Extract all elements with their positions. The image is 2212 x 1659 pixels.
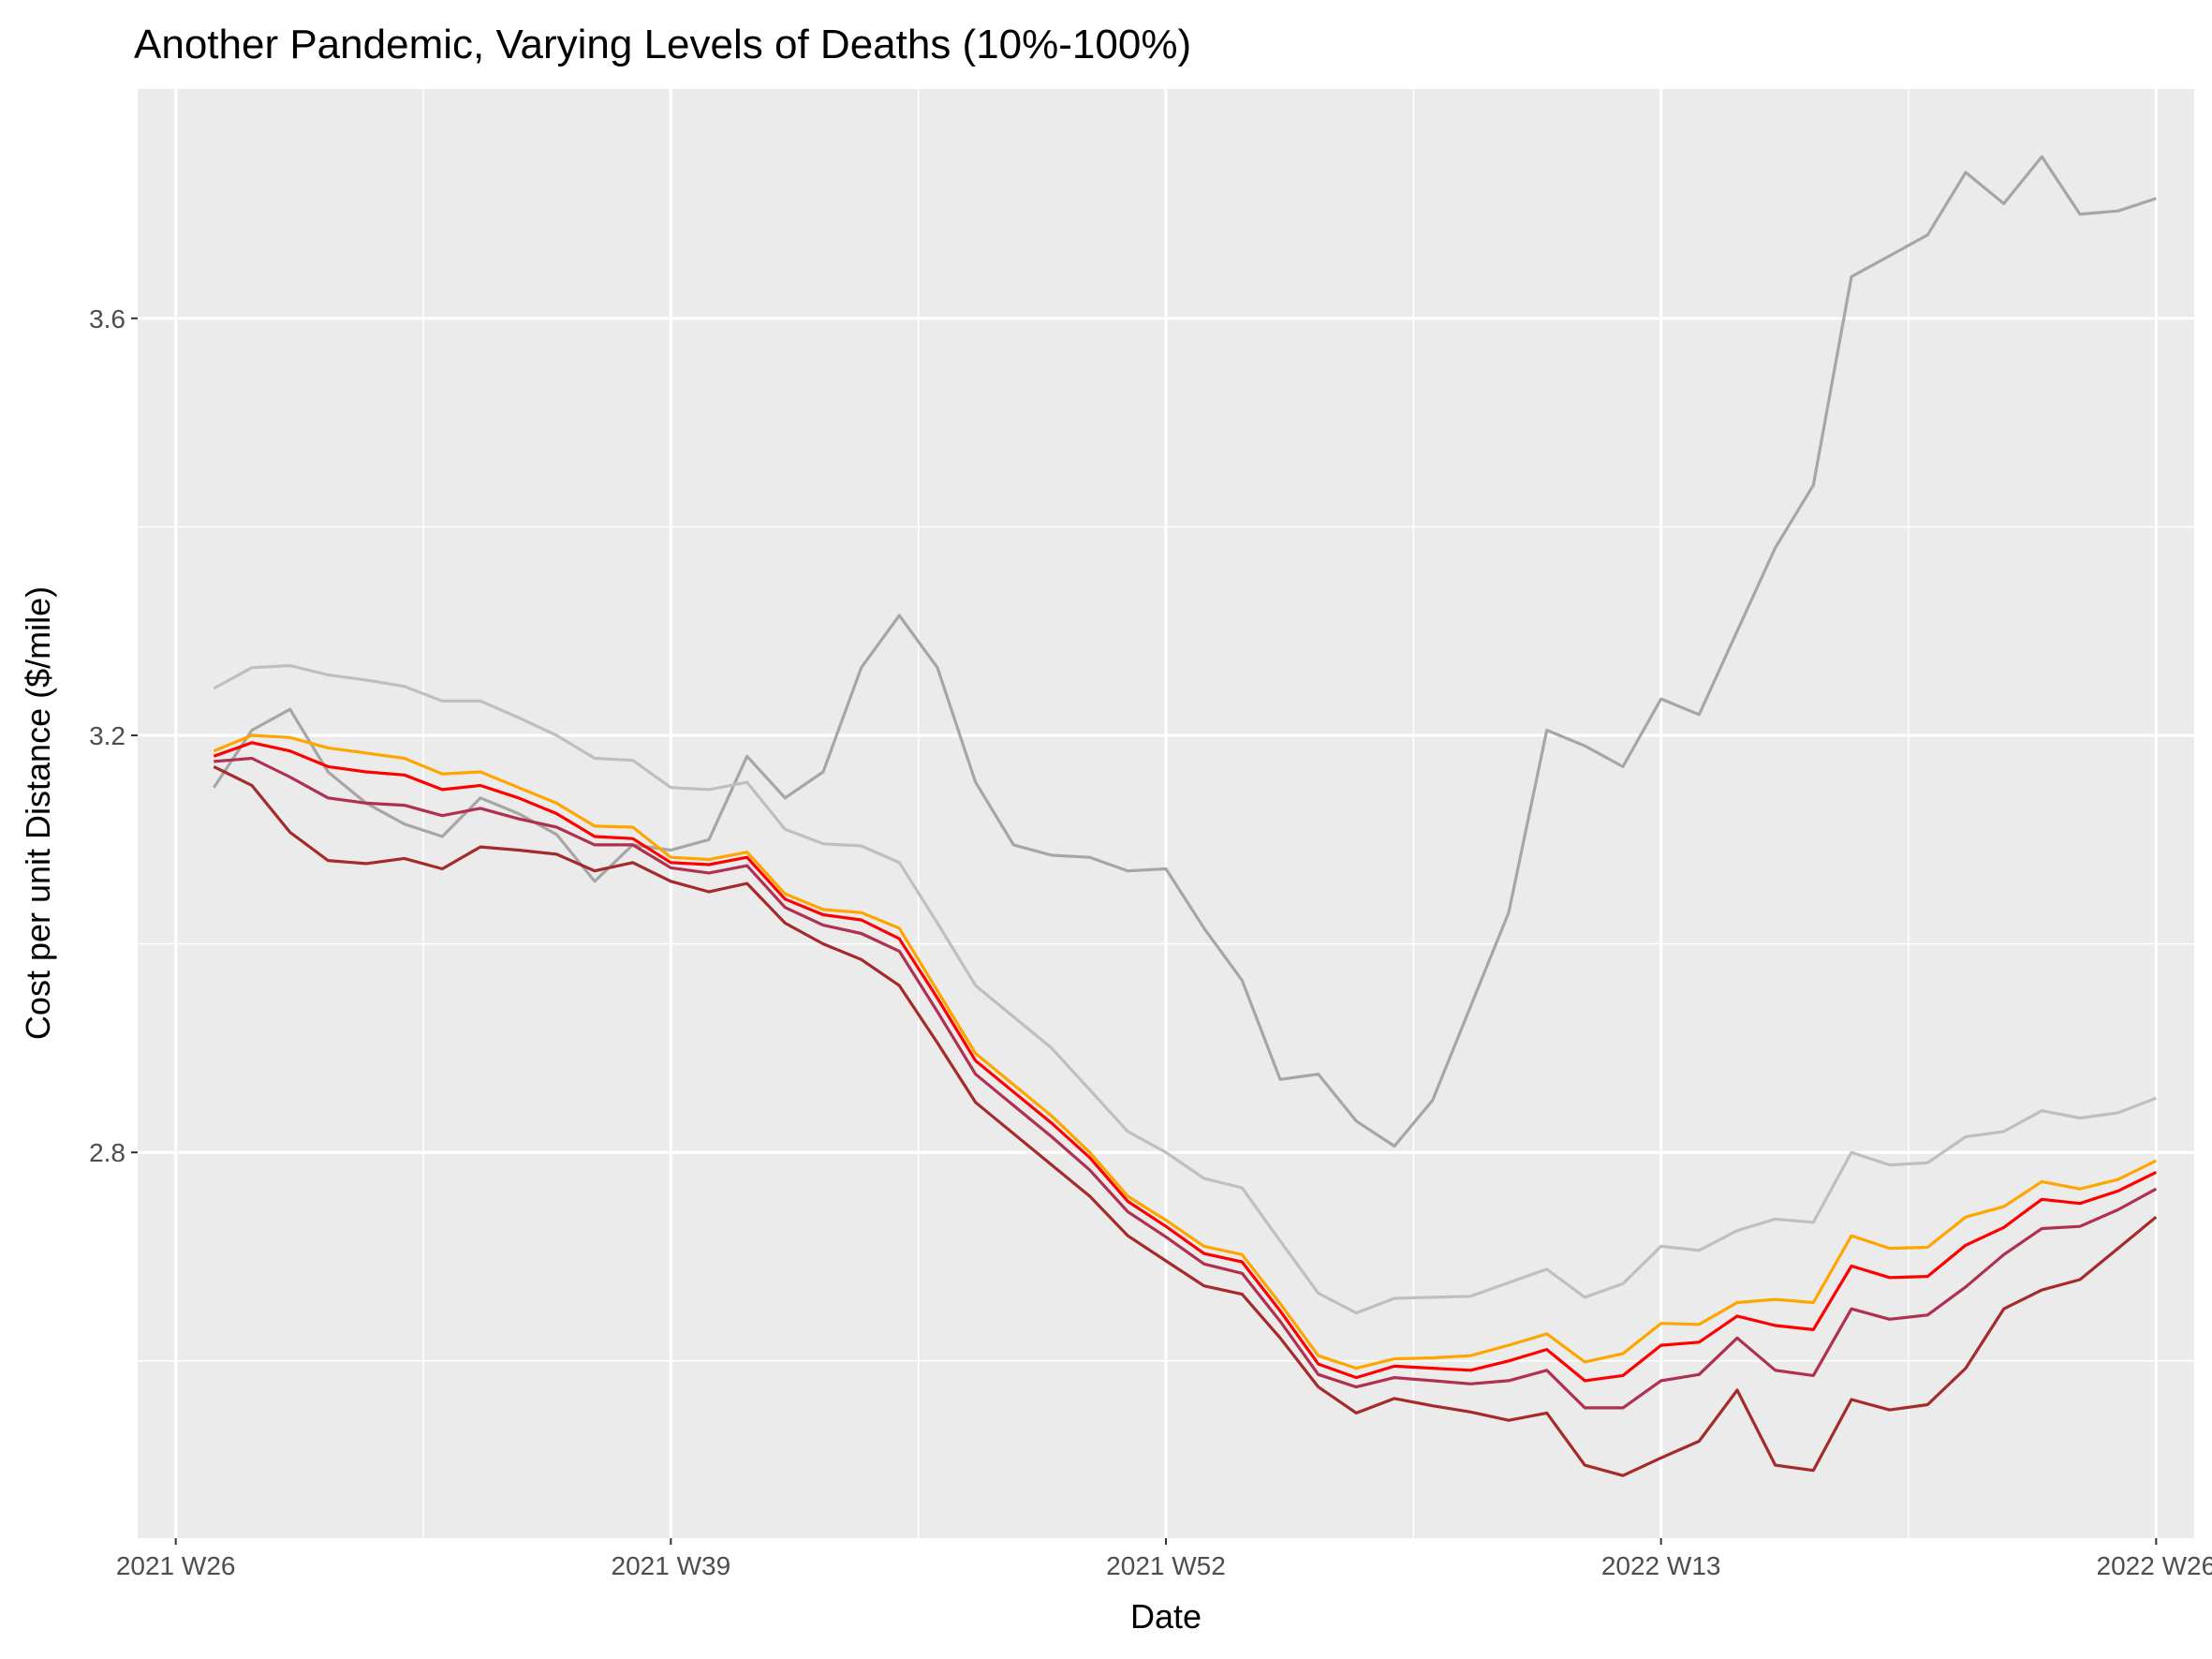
- x-axis: 2021 W26 2021 W39 2021 W52 2022 W13 2022 W26: [116, 1538, 2212, 1580]
- series-lines: [212, 155, 2158, 1477]
- x-tick-label: 2021 W39: [612, 1551, 731, 1580]
- y-tick-label: 3.6: [89, 304, 125, 333]
- x-axis-title: Date: [1130, 1597, 1202, 1636]
- y-tick-label: 2.8: [89, 1138, 125, 1167]
- y-axis-title: Cost per unit Distance ($/mile): [19, 586, 57, 1040]
- series-line-5: [214, 756, 2158, 1410]
- series-line-6: [213, 764, 2158, 1477]
- series-line-4: [213, 741, 2158, 1383]
- series-line-3: [213, 733, 2158, 1370]
- series-line-2: [213, 663, 2157, 1315]
- chart-title: Another Pandemic, Varying Levels of Deat…: [134, 22, 1191, 67]
- y-axis: 2.8 3.2 3.6: [89, 304, 138, 1167]
- major-gridlines: [138, 89, 2194, 1538]
- x-tick-label: 2021 W52: [1106, 1551, 1226, 1580]
- x-tick-label: 2021 W26: [116, 1551, 236, 1580]
- x-tick-label: 2022 W13: [1601, 1551, 1721, 1580]
- x-tick-label: 2022 W26: [2097, 1551, 2212, 1580]
- y-tick-label: 3.2: [89, 721, 125, 750]
